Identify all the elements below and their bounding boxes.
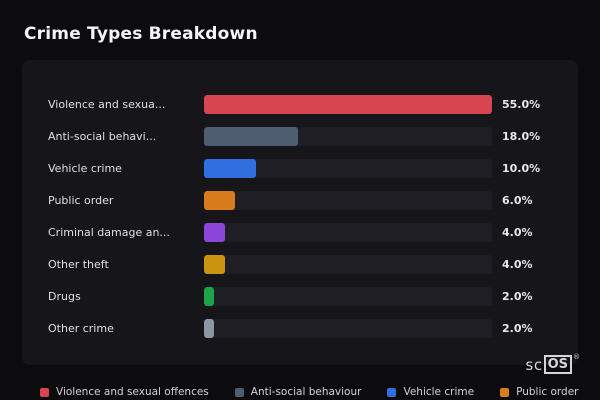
- legend-swatch-icon: [40, 387, 49, 397]
- legend-label: Public order: [516, 386, 579, 398]
- legend-swatch-icon: [234, 387, 244, 397]
- chart-legend: Violence and sexual offences Anti-social…: [40, 386, 578, 398]
- bar-label: Public order: [48, 193, 114, 207]
- bar: [204, 190, 236, 210]
- bar-label: Other crime: [48, 321, 114, 335]
- legend-item-antisocial[interactable]: Anti-social behaviour: [234, 386, 362, 398]
- bar-label: Vehicle crime: [48, 161, 122, 175]
- bar-row: Other theft 4.0%: [48, 254, 552, 274]
- watermark-logo: sc OS ®: [525, 353, 580, 374]
- registered-mark-icon: ®: [573, 353, 580, 361]
- bar: [204, 126, 299, 146]
- bar-label: Anti-social behavi...: [48, 129, 157, 143]
- bar-row: Vehicle crime 10.0%: [48, 158, 552, 178]
- bar-value-label: 18.0%: [502, 129, 541, 143]
- bar-label: Other theft: [48, 257, 109, 271]
- legend-label: Violence and sexual offences: [56, 386, 209, 398]
- bar: [204, 286, 215, 306]
- bar: [204, 222, 225, 242]
- watermark-prefix: sc: [525, 355, 543, 374]
- bar-label: Criminal damage an...: [48, 225, 170, 239]
- bar-value-label: 55.0%: [502, 97, 541, 111]
- chart-card: Violence and sexua... 55.0% Anti-social …: [22, 60, 578, 365]
- bar-track: [204, 94, 492, 114]
- bar-value-label: 10.0%: [502, 161, 541, 175]
- bar-row: Public order 6.0%: [48, 190, 552, 210]
- legend-label: Vehicle crime: [403, 386, 475, 398]
- legend-swatch-icon: [387, 387, 397, 397]
- bar-label: Violence and sexua...: [48, 97, 166, 111]
- bar-track: [204, 222, 492, 242]
- bar-value-label: 2.0%: [502, 321, 533, 335]
- legend-item-violence[interactable]: Violence and sexual offences: [40, 386, 209, 398]
- bar-label: Drugs: [48, 289, 81, 303]
- legend-item-publicorder[interactable]: Public order: [500, 386, 578, 398]
- bar-track: [204, 190, 492, 210]
- bar: [204, 158, 257, 178]
- bar-value-label: 2.0%: [502, 289, 533, 303]
- bar-value-label: 6.0%: [502, 193, 533, 207]
- bar: [204, 254, 225, 274]
- legend-item-vehicle[interactable]: Vehicle crime: [387, 386, 474, 398]
- bar-value-label: 4.0%: [502, 257, 533, 271]
- bar-value-label: 4.0%: [502, 225, 533, 239]
- bar: [204, 318, 215, 338]
- page-title: Crime Types Breakdown: [24, 24, 258, 44]
- bar-row: Criminal damage an... 4.0%: [48, 222, 552, 242]
- bar-row: Anti-social behavi... 18.0%: [48, 126, 552, 146]
- bar-row: Drugs 2.0%: [48, 286, 552, 306]
- legend-swatch-icon: [500, 387, 510, 397]
- bar-track: [204, 254, 492, 274]
- bar-track: [204, 286, 492, 306]
- legend-label: Anti-social behaviour: [250, 386, 362, 398]
- bar-track: [204, 126, 492, 146]
- watermark-box: OS: [543, 355, 572, 374]
- bar-row: Violence and sexua... 55.0%: [48, 94, 552, 114]
- bar-row: Other crime 2.0%: [48, 318, 552, 338]
- bar-track: [204, 318, 492, 338]
- bar-track: [204, 158, 492, 178]
- bar: [204, 94, 492, 114]
